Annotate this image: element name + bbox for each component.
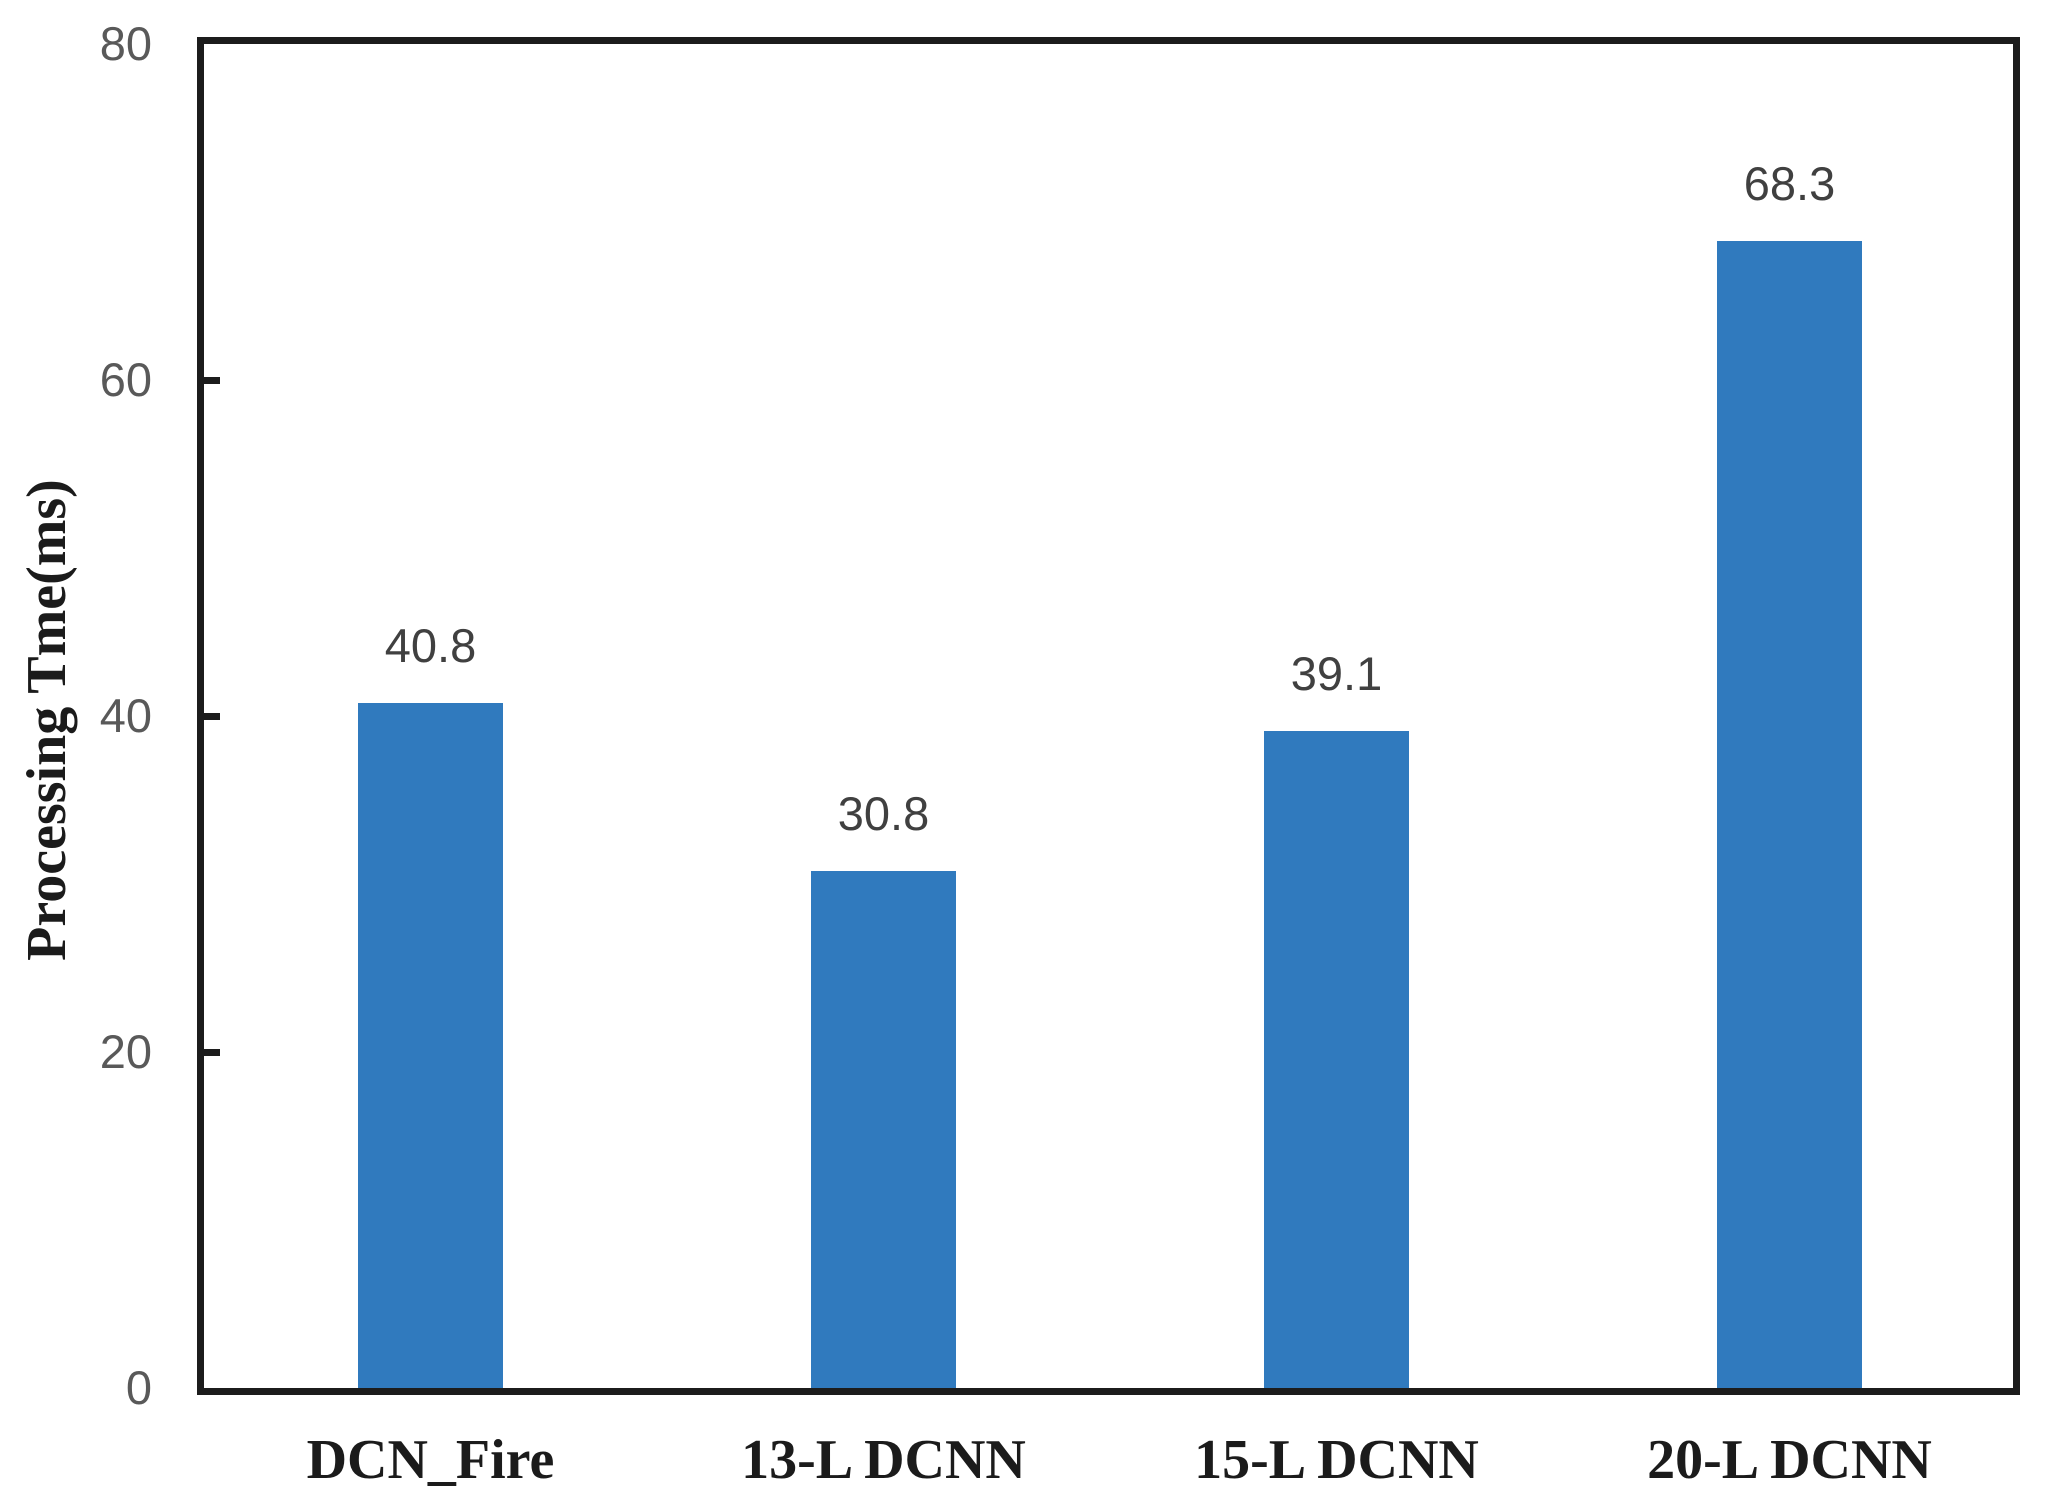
x-category-label: DCN_Fire (306, 1429, 555, 1491)
bar-value-label: 68.3 (1743, 156, 1836, 210)
bar (1264, 731, 1409, 1388)
y-tick-mark (204, 1048, 220, 1056)
y-tick-label: 0 (125, 1361, 152, 1414)
x-category-label: 20-L DCNN (1647, 1429, 1932, 1491)
x-category-label: 15-L DCNN (1194, 1429, 1479, 1491)
bar-value-label: 40.8 (384, 618, 477, 672)
bar-value-label: 39.1 (1290, 647, 1383, 701)
y-tick-label: 20 (99, 1025, 152, 1078)
y-tick-mark (204, 712, 220, 720)
bar-value-label: 30.8 (837, 786, 930, 840)
x-category-label: 13-L DCNN (741, 1429, 1026, 1491)
y-tick-mark (204, 376, 220, 384)
bar (811, 870, 956, 1388)
bar (358, 702, 503, 1388)
bar (1717, 240, 1862, 1388)
y-tick-label: 40 (99, 689, 152, 742)
y-tick-label: 80 (99, 17, 152, 70)
y-tick-label: 60 (99, 353, 152, 406)
